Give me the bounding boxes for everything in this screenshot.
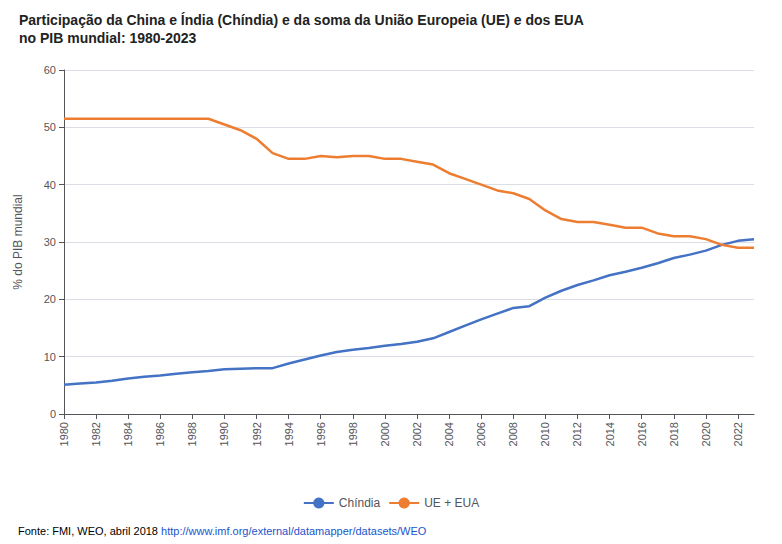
svg-text:Chíndia: Chíndia <box>339 496 381 510</box>
svg-text:2002: 2002 <box>411 422 423 446</box>
svg-text:1994: 1994 <box>283 422 295 446</box>
svg-text:2020: 2020 <box>700 422 712 446</box>
svg-text:1984: 1984 <box>122 422 134 446</box>
svg-text:2010: 2010 <box>539 422 551 446</box>
svg-text:2000: 2000 <box>379 422 391 446</box>
svg-text:2006: 2006 <box>475 422 487 446</box>
svg-text:2014: 2014 <box>604 422 616 446</box>
svg-text:2018: 2018 <box>668 422 680 446</box>
svg-text:1990: 1990 <box>218 422 230 446</box>
svg-text:2016: 2016 <box>636 422 648 446</box>
svg-text:1980: 1980 <box>58 422 70 446</box>
svg-text:1982: 1982 <box>90 422 102 446</box>
svg-text:% do PIB mundial: % do PIB mundial <box>11 194 25 289</box>
svg-text:2022: 2022 <box>732 422 744 446</box>
svg-text:60: 60 <box>44 64 56 76</box>
svg-text:UE + EUA: UE + EUA <box>424 496 479 510</box>
svg-text:2012: 2012 <box>571 422 583 446</box>
svg-text:1986: 1986 <box>154 422 166 446</box>
svg-text:1998: 1998 <box>347 422 359 446</box>
svg-text:30: 30 <box>44 236 56 248</box>
svg-text:Participação da China e Índia: Participação da China e Índia (Chíndia) … <box>19 12 584 28</box>
svg-text:no PIB mundial: 1980-2023: no PIB mundial: 1980-2023 <box>19 30 197 46</box>
svg-text:0: 0 <box>50 408 56 420</box>
svg-text:20: 20 <box>44 293 56 305</box>
svg-text:http://www.imf.org/external/da: http://www.imf.org/external/datamapper/d… <box>161 525 427 537</box>
svg-text:2004: 2004 <box>443 422 455 446</box>
svg-text:1996: 1996 <box>315 422 327 446</box>
svg-text:2008: 2008 <box>507 422 519 446</box>
svg-text:10: 10 <box>44 351 56 363</box>
svg-text:50: 50 <box>44 121 56 133</box>
svg-text:1988: 1988 <box>186 422 198 446</box>
svg-text:Fonte: FMI, WEO, abril 2018: Fonte: FMI, WEO, abril 2018 <box>18 525 158 537</box>
svg-text:40: 40 <box>44 179 56 191</box>
svg-text:1992: 1992 <box>251 422 263 446</box>
